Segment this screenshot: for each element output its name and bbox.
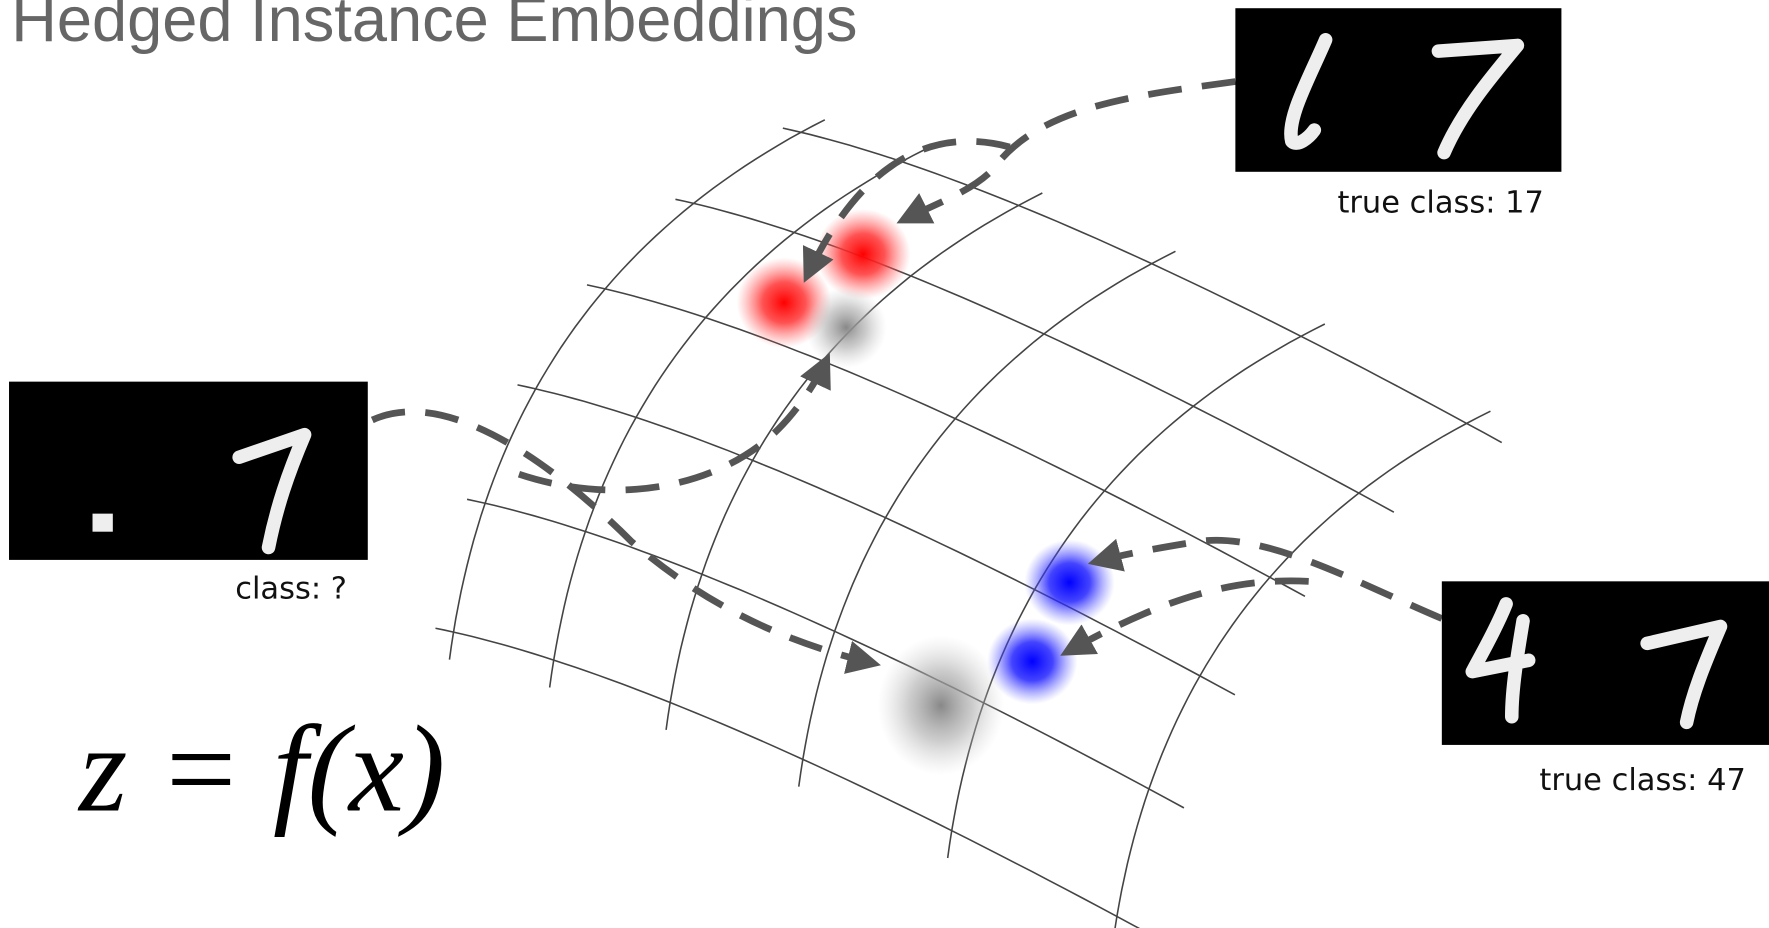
title: Hedged Instance Embeddings [11, 0, 857, 55]
image-label: true class: 17 [1337, 185, 1543, 220]
image-unknown [9, 382, 368, 560]
arrow [903, 82, 1236, 221]
image-label: class: ? [235, 571, 347, 606]
mesh-line [675, 199, 1393, 512]
diagram: Hedged Instance Embeddings true class: 1… [0, 0, 1769, 928]
embedding-mesh [435, 120, 1501, 928]
mesh-line [1113, 411, 1491, 928]
gray-blob [806, 287, 887, 368]
gray-blob [878, 635, 1004, 775]
blue-blob [1024, 540, 1114, 626]
mesh-line [948, 324, 1325, 858]
image-label: true class: 47 [1539, 763, 1745, 798]
mesh-line [449, 120, 824, 660]
arrow [372, 412, 874, 664]
red-blob [816, 209, 911, 299]
arrow [519, 359, 827, 490]
equation: z = f(x) [77, 699, 445, 837]
image-47 [1442, 581, 1769, 745]
image-17 [1235, 8, 1561, 172]
